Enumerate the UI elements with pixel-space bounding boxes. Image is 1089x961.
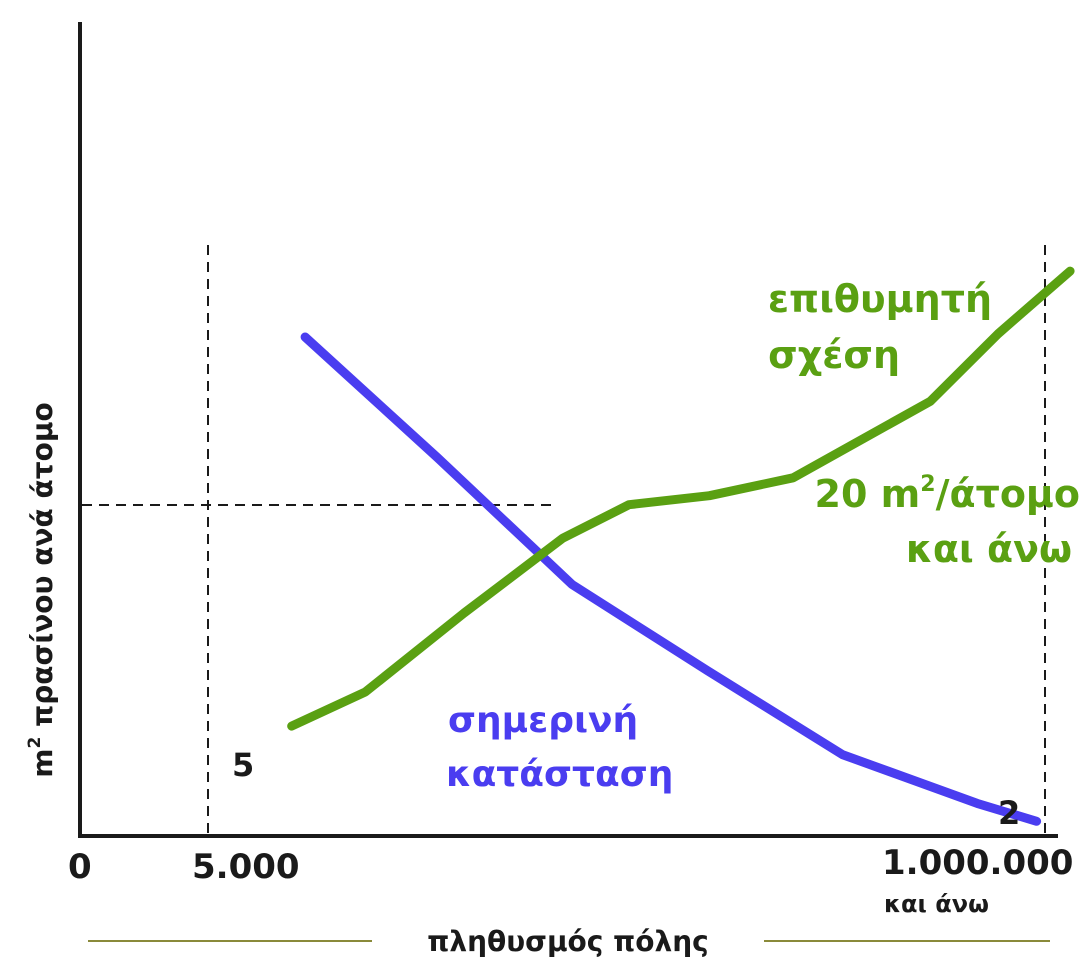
reference-label-unit: /άτομο: [936, 472, 1080, 516]
series-line-desired: [287, 266, 1075, 731]
y-axis-title-rest: πρασίνου ανά άτομο: [26, 402, 59, 736]
x-tick-label-0: 0: [68, 847, 92, 887]
series-label-desired-line2: σχέση: [768, 333, 900, 377]
y-axis-title: m2 πρασίνου ανά άτομο: [25, 402, 59, 777]
x-axis-title: πληθυσμός πόλης: [427, 925, 709, 958]
y-axis-title-sup: 2: [25, 737, 45, 749]
x-tick-label-5000: 5.000: [192, 847, 300, 887]
start-value-label: 5: [232, 746, 254, 784]
series-line-current: [300, 332, 1042, 826]
reference-label-value: 20 m: [815, 472, 921, 516]
x-tick-label-1000000: 1.000.000: [882, 843, 1073, 883]
x-tick-sublabel-1000000: και άνω: [884, 890, 989, 918]
reference-label-line1: 20 m2/άτομο: [815, 472, 1080, 516]
series-label-desired-line1: επιθυμητή: [768, 277, 992, 321]
series-label-current-line1: σημερινή: [448, 700, 638, 741]
series-label-current-line2: κατάσταση: [446, 754, 673, 795]
reference-label-sup: 2: [920, 472, 935, 497]
y-axis-title-unit: m: [26, 749, 59, 778]
end-value-label: 2: [998, 794, 1020, 832]
reference-label-line2: και άνω: [906, 527, 1072, 571]
